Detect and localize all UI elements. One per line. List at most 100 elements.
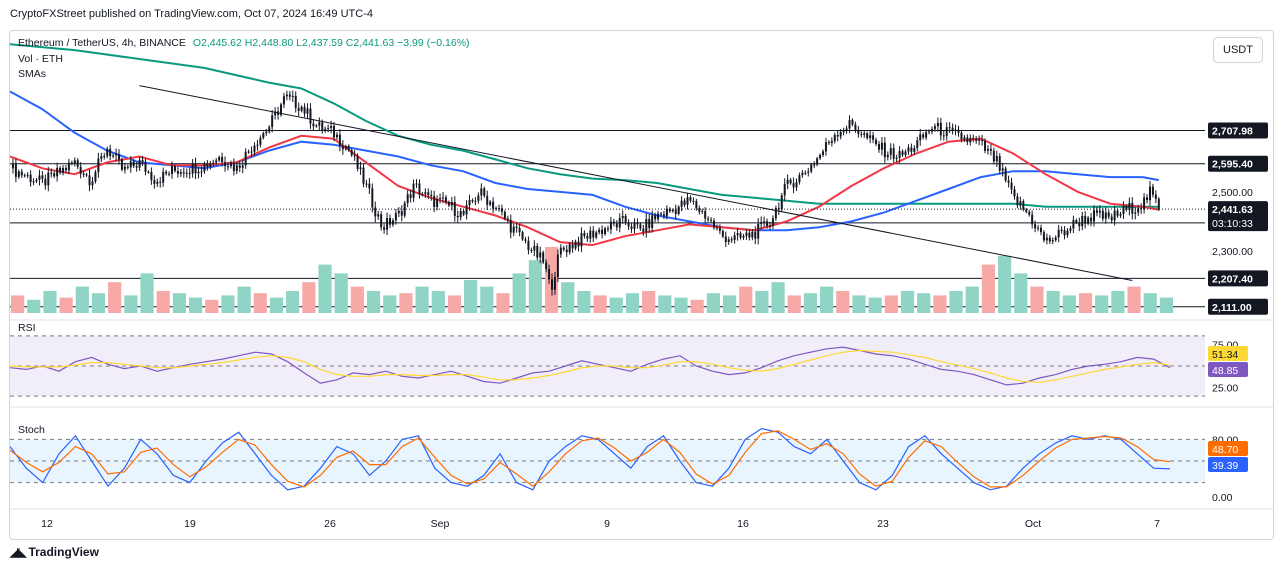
candle-body [686,197,689,205]
candle-body [1039,227,1042,233]
candle-body [1007,180,1010,183]
candle-body [665,208,668,216]
candle-body [495,208,498,210]
stoch-value-label: 48.70 [1212,444,1238,456]
candle-body [901,151,904,156]
candle-body [1137,208,1140,213]
candle-body [391,220,394,225]
candle-body [315,125,318,127]
candle-body [907,147,910,152]
candle-body [827,142,830,144]
candle-body [88,175,91,186]
candle-body [32,181,35,183]
candle-body [129,161,132,168]
candle-body [338,134,341,146]
candle-body [807,171,810,173]
candle-body [624,215,627,223]
volume-bar [399,293,413,313]
candle-body [1157,198,1160,210]
volume-bar [237,286,251,313]
candle-body [421,193,424,195]
candle-body [321,122,324,131]
volume-bar [350,286,364,313]
candle-body [229,162,232,167]
candle-body [512,226,515,233]
candle-body [630,226,633,229]
candle-body [47,172,50,186]
candle-body [173,166,176,171]
volume-bar [561,282,575,313]
candle-body [1131,202,1134,214]
candle-body [704,210,707,219]
candle-body [922,134,925,138]
candle-body [789,179,792,184]
candle-body [627,222,630,227]
candle-body [218,157,221,161]
volume-bar [205,299,219,313]
candle-body [123,166,126,170]
legend-smas[interactable]: SMAs [18,68,47,80]
x-axis-tick-label: 26 [324,518,336,530]
candle-body [992,150,995,162]
candle-body [23,175,26,177]
candle-body [29,174,32,183]
candle-body [895,157,898,159]
candle-body [259,137,262,145]
candle-body [1054,237,1057,241]
volume-bar [11,295,25,313]
volume-bar [1014,273,1028,313]
candle-body [94,172,97,182]
volume-bar [156,291,170,313]
volume-bar [1078,293,1093,313]
legend-volume[interactable]: Vol · ETH [18,53,63,65]
candle-body [1072,220,1075,229]
candle-body [1119,214,1122,216]
candle-body [374,207,377,217]
candle-body [486,195,489,205]
candle-body [138,159,141,168]
candle-body [595,232,598,238]
candle-body [235,165,238,171]
candle-body [969,137,972,143]
candle-body [200,171,203,173]
candle-body [677,206,680,215]
symbol-name[interactable]: Ethereum / TetherUS, 4h, BINANCE [18,37,186,49]
volume-bar [852,295,866,313]
candle-body [415,183,418,185]
candle-body [1019,201,1022,206]
chart-frame[interactable]: 2,707.982,595.402,395.162,207.402,111.00… [9,30,1274,540]
candle-body [742,236,745,238]
candle-body [589,230,592,239]
chart-canvas[interactable]: 2,707.982,595.402,395.162,207.402,111.00… [10,31,1273,539]
candle-body [845,128,848,132]
candle-body [97,158,100,173]
candle-body [232,162,235,171]
candle-body [604,228,607,235]
candle-body [82,173,85,175]
tradingview-logo[interactable]: ◢◣ TradingView [10,545,99,559]
candle-body [412,183,415,198]
candle-body [194,163,197,174]
candle-body [1151,186,1154,195]
candle-body [1045,237,1048,241]
candle-body [886,154,889,158]
candle-body [654,215,657,220]
volume-bar [787,295,801,313]
candle-body [768,225,771,227]
rsi-value-bg [1208,362,1248,377]
rsi-axis-label: 25.00 [1212,383,1238,395]
candle-body [109,148,112,157]
candle-body [863,133,866,135]
candle-body [1066,230,1069,236]
candle-body [14,164,17,177]
volume-bar [480,286,494,313]
candle-body [751,231,754,238]
currency-button[interactable]: USDT [1213,37,1263,63]
candle-body [1075,220,1078,223]
x-axis-tick-label: Sep [431,518,450,530]
candle-body [553,277,556,290]
candle-body [294,95,297,108]
candle-body [674,209,677,215]
candle-body [288,94,291,97]
candle-body [836,135,839,137]
